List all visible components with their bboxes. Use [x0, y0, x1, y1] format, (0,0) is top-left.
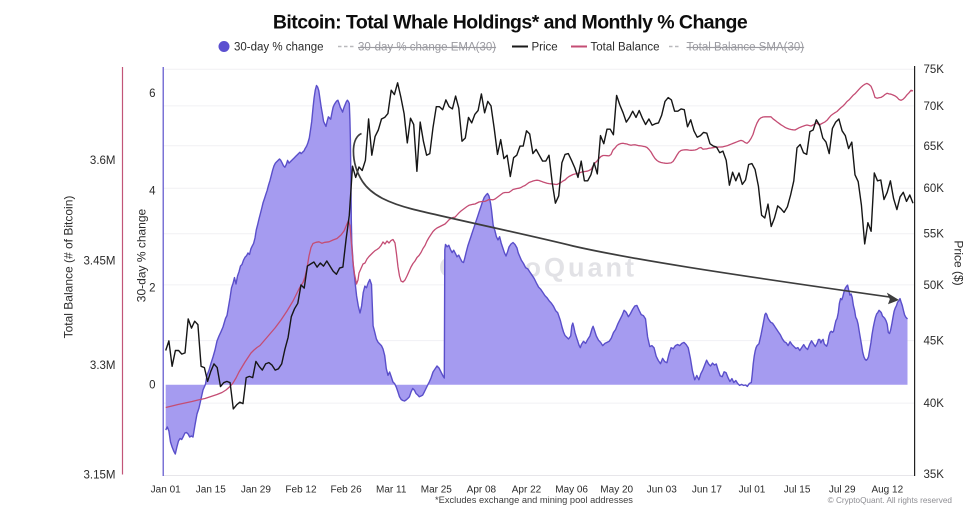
svg-text:May 20: May 20 — [600, 485, 633, 496]
svg-text:Total Balance (# of Bitcoin): Total Balance (# of Bitcoin) — [62, 196, 76, 339]
svg-text:70K: 70K — [924, 101, 945, 113]
svg-text:50K: 50K — [924, 280, 945, 292]
svg-text:Apr 22: Apr 22 — [512, 485, 542, 496]
svg-text:6: 6 — [149, 88, 155, 100]
svg-text:65K: 65K — [924, 141, 945, 153]
svg-text:30-day % change EMA(30): 30-day % change EMA(30) — [358, 42, 496, 54]
svg-text:3.45M: 3.45M — [84, 255, 116, 267]
svg-text:Jun 03: Jun 03 — [647, 485, 677, 496]
svg-text:3.6M: 3.6M — [90, 155, 116, 167]
svg-text:55K: 55K — [924, 229, 945, 241]
svg-text:Aug 12: Aug 12 — [871, 485, 903, 496]
svg-text:30-day % change: 30-day % change — [234, 42, 324, 54]
svg-text:May 06: May 06 — [555, 485, 588, 496]
svg-text:3.15M: 3.15M — [84, 470, 116, 482]
svg-text:Jul 29: Jul 29 — [829, 485, 856, 496]
svg-text:Total Balance SMA(30): Total Balance SMA(30) — [687, 42, 805, 54]
svg-text:Bitcoin: Total Whale Holdings*: Bitcoin: Total Whale Holdings* and Month… — [273, 12, 748, 34]
svg-text:Jun 17: Jun 17 — [692, 485, 722, 496]
svg-text:Jan 29: Jan 29 — [241, 485, 271, 496]
svg-text:Feb 12: Feb 12 — [285, 485, 317, 496]
svg-text:60K: 60K — [924, 183, 945, 195]
svg-text:40K: 40K — [924, 398, 945, 410]
svg-text:35K: 35K — [924, 469, 945, 481]
svg-text:2: 2 — [149, 283, 155, 295]
svg-text:Apr 08: Apr 08 — [467, 485, 497, 496]
svg-text:75K: 75K — [924, 64, 945, 76]
svg-text:Jan 01: Jan 01 — [151, 485, 181, 496]
svg-text:30-day % change: 30-day % change — [135, 208, 149, 302]
svg-text:Mar 25: Mar 25 — [421, 485, 453, 496]
svg-text:Total Balance: Total Balance — [591, 42, 660, 54]
svg-text:Price: Price — [532, 42, 558, 54]
svg-text:© CryptoQuant. All rights rese: © CryptoQuant. All rights reserved — [828, 496, 953, 505]
svg-text:*Excludes exchange and mining: *Excludes exchange and mining pool addre… — [435, 495, 633, 505]
svg-text:Jul 15: Jul 15 — [784, 485, 811, 496]
svg-text:Price ($): Price ($) — [952, 240, 966, 285]
svg-text:Jan 15: Jan 15 — [196, 485, 226, 496]
svg-text:Mar 11: Mar 11 — [376, 485, 407, 496]
svg-text:4: 4 — [149, 185, 156, 197]
svg-text:3.3M: 3.3M — [90, 360, 116, 372]
svg-text:0: 0 — [149, 380, 155, 392]
svg-text:45K: 45K — [924, 336, 945, 348]
svg-text:Feb 26: Feb 26 — [331, 485, 363, 496]
svg-text:Jul 01: Jul 01 — [739, 485, 766, 496]
